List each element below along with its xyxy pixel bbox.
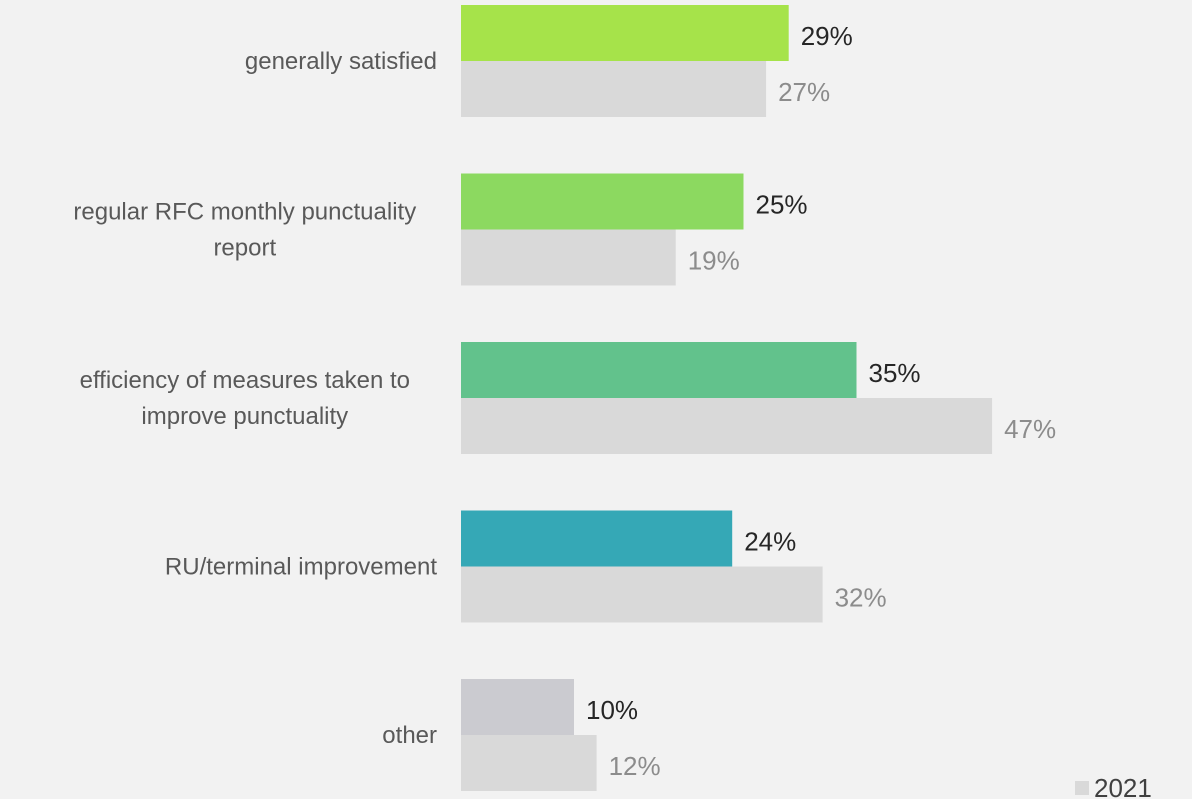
bar-2021-4 [461,735,597,791]
bars-layer [461,5,993,791]
bar-2021-3 [461,566,823,623]
value-label-current-1: 25% [756,190,808,220]
legend-label-2021: 2021 [1094,773,1152,799]
value-label-2021-2: 47% [1004,414,1056,444]
category-label-line: efficiency of measures taken to [80,367,410,394]
bar-2021-1 [461,229,676,286]
category-label-line: improve punctuality [141,403,348,430]
category-label-line: generally satisfied [245,48,437,75]
value-label-2021-4: 12% [609,751,661,781]
bar-2021-2 [461,398,993,454]
value-label-current-2: 35% [869,358,921,388]
value-label-2021-1: 19% [688,246,740,276]
category-label-line: report [213,235,276,262]
category-label-line: other [382,722,437,749]
category-label-0: generally satisfied [245,48,437,75]
bar-2021-0 [461,61,767,117]
value-label-2021-3: 32% [835,583,887,613]
value-label-2021-0: 27% [778,77,830,107]
category-label-4: other [382,722,437,749]
bar-current-0 [461,5,789,61]
bar-current-2 [461,342,857,398]
legend-swatch-2021 [1075,781,1089,795]
value-label-current-0: 29% [801,21,853,51]
bar-current-1 [461,173,744,230]
bar-current-4 [461,679,574,735]
category-label-3: RU/terminal improvement [165,554,437,581]
category-label-2: efficiency of measures taken to improve p… [80,367,410,430]
value-label-current-3: 24% [744,527,796,557]
legend: 2021 [1075,773,1152,799]
labels-layer: 29% 27% generally satisfied 25% 19% regular R… [73,21,1056,781]
category-label-line: RU/terminal improvement [165,554,437,581]
bar-current-3 [461,510,733,567]
category-label-line: regular RFC monthly punctuality [73,199,416,226]
category-label-1: regular RFC monthly punctuality report [73,199,416,262]
value-label-current-4: 10% [586,695,638,725]
